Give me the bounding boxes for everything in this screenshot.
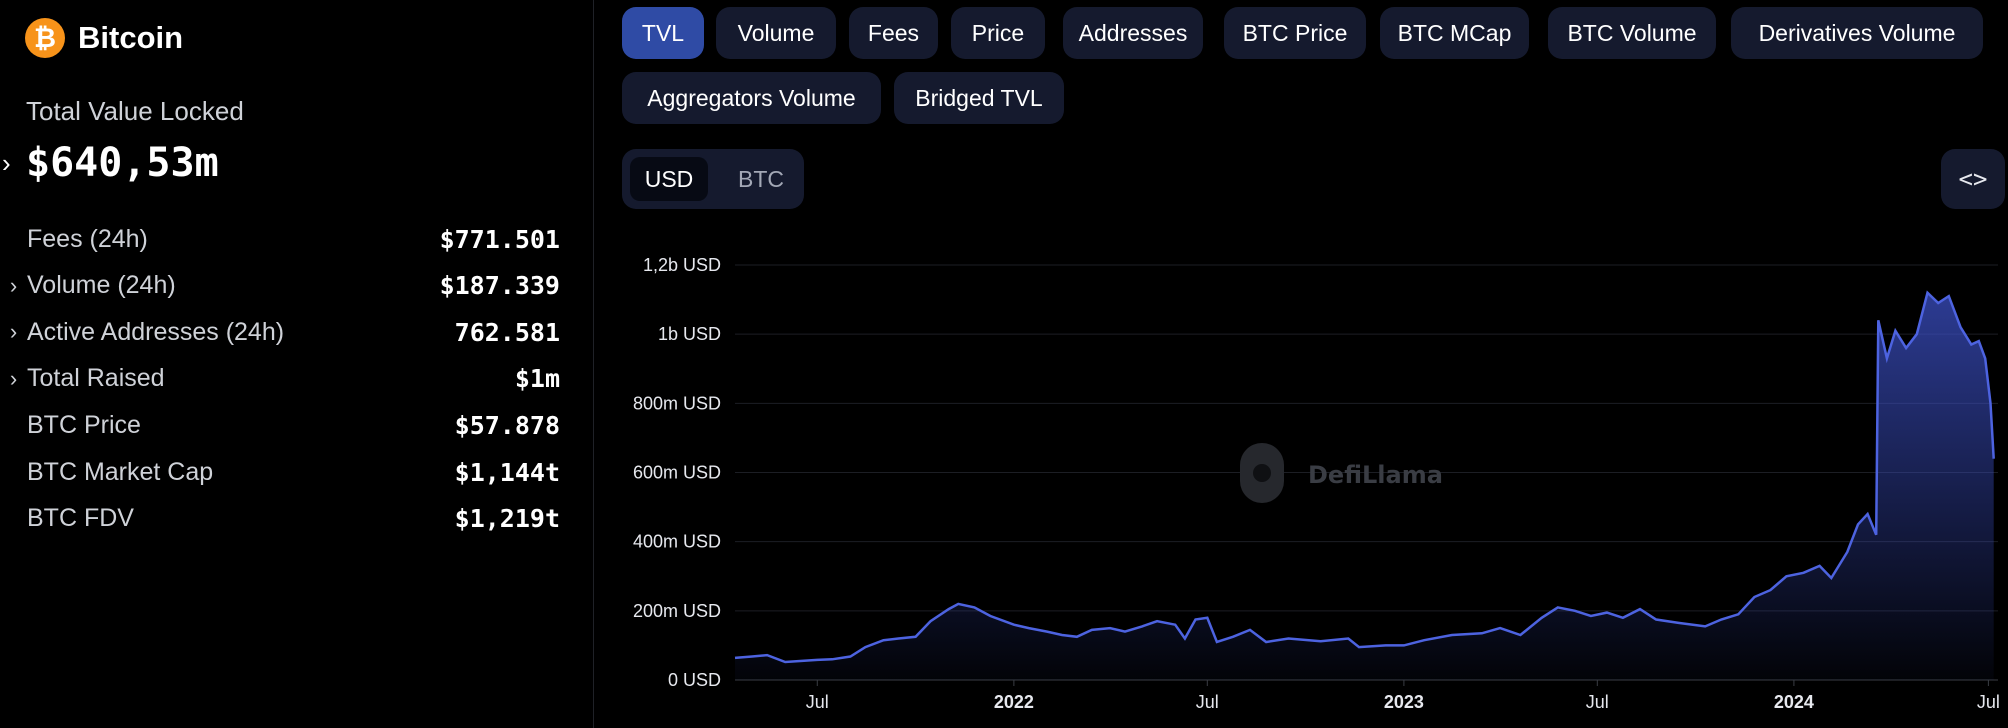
stat-row-volume-24h[interactable]: › Volume (24h) $187.339 bbox=[0, 266, 560, 306]
watermark-text: DefiLlama bbox=[1308, 461, 1443, 489]
tab-fees[interactable]: Fees bbox=[849, 7, 938, 59]
stat-value: $1,219t bbox=[454, 504, 560, 534]
stat-value: $1,144t bbox=[454, 457, 560, 487]
stat-value: 762.581 bbox=[454, 317, 560, 347]
tab-derivatives-volume[interactable]: Derivatives Volume bbox=[1731, 7, 1983, 59]
y-tick-label: 800m USD bbox=[633, 393, 721, 413]
currency-toggle: USD BTC bbox=[622, 149, 804, 209]
defillama-logo-eye bbox=[1253, 464, 1271, 482]
bitcoin-logo-icon: ₿ bbox=[25, 18, 65, 58]
x-tick-label: Jul bbox=[1586, 692, 1609, 712]
code-icon: <> bbox=[1958, 165, 1988, 193]
embed-code-button[interactable]: <> bbox=[1941, 149, 2005, 209]
expand-chevron-icon[interactable]: › bbox=[9, 319, 18, 345]
tvl-value: $640,53m bbox=[26, 140, 219, 186]
stat-row-btc-price: BTC Price $57.878 bbox=[0, 405, 560, 445]
y-tick-label: 1,2b USD bbox=[643, 255, 721, 275]
stat-value: $771.501 bbox=[439, 224, 560, 254]
x-axis: Jul 2022 Jul 2023 Jul 2024 Jul bbox=[806, 680, 2000, 712]
x-tick-label: Jul bbox=[806, 692, 829, 712]
tab-btc-price[interactable]: BTC Price bbox=[1224, 7, 1366, 59]
x-tick-label: 2024 bbox=[1774, 692, 1814, 712]
currency-option-usd[interactable]: USD bbox=[630, 157, 708, 201]
y-tick-label: 0 USD bbox=[668, 670, 721, 690]
x-tick-label: 2023 bbox=[1384, 692, 1424, 712]
tab-addresses[interactable]: Addresses bbox=[1063, 7, 1203, 59]
stat-label: Total Raised bbox=[27, 364, 165, 393]
stat-value: $187.339 bbox=[439, 271, 560, 301]
tvl-chart: 0 USD 200m USD 400m USD 600m USD 800m USD 1b … bbox=[633, 255, 2000, 712]
y-tick-label: 400m USD bbox=[633, 532, 721, 552]
expand-chevron-icon[interactable]: › bbox=[9, 365, 18, 391]
stat-label: Volume (24h) bbox=[27, 271, 176, 300]
tab-btc-mcap[interactable]: BTC MCap bbox=[1380, 7, 1529, 59]
chain-name: Bitcoin bbox=[78, 20, 184, 55]
stat-label: BTC FDV bbox=[27, 504, 134, 533]
stat-value: $1m bbox=[514, 364, 560, 394]
tab-btc-volume[interactable]: BTC Volume bbox=[1548, 7, 1716, 59]
tvl-label: Total Value Locked bbox=[26, 96, 244, 126]
y-tick-label: 600m USD bbox=[633, 463, 721, 483]
stat-row-fees-24h: Fees (24h) $771.501 bbox=[0, 219, 560, 259]
currency-option-btc[interactable]: BTC bbox=[738, 165, 784, 192]
chain-brand: ₿ Bitcoin bbox=[25, 18, 183, 58]
chain-overview-sidebar: ₿ Bitcoin Total Value Locked › $640,53m … bbox=[0, 0, 594, 728]
tab-tvl[interactable]: TVL bbox=[622, 7, 704, 59]
stat-row-btc-market-cap: BTC Market Cap $1,144t bbox=[0, 452, 560, 492]
y-tick-label: 200m USD bbox=[633, 601, 721, 621]
tvl-series-area bbox=[735, 292, 1994, 680]
y-tick-label: 1b USD bbox=[658, 324, 721, 344]
x-tick-label: 2022 bbox=[994, 692, 1034, 712]
stat-label: Active Addresses (24h) bbox=[27, 317, 285, 346]
tab-bridged-tvl[interactable]: Bridged TVL bbox=[894, 72, 1064, 124]
stat-value: $57.878 bbox=[454, 410, 560, 440]
stat-row-btc-fdv: BTC FDV $1,219t bbox=[0, 499, 560, 539]
tvl-expand-chevron-icon[interactable]: › bbox=[2, 148, 11, 178]
x-tick-label: Jul bbox=[1977, 692, 2000, 712]
stat-label: BTC Price bbox=[27, 410, 141, 439]
defillama-watermark: DefiLlama bbox=[1240, 443, 1443, 503]
stat-row-total-raised[interactable]: › Total Raised $1m bbox=[0, 359, 560, 399]
tab-volume[interactable]: Volume bbox=[716, 7, 836, 59]
tab-price[interactable]: Price bbox=[951, 7, 1045, 59]
stat-row-active-addresses-24h[interactable]: › Active Addresses (24h) 762.581 bbox=[0, 312, 560, 352]
stat-label: BTC Market Cap bbox=[27, 457, 214, 486]
y-axis: 0 USD 200m USD 400m USD 600m USD 800m USD 1b … bbox=[633, 255, 721, 690]
tab-aggregators-volume[interactable]: Aggregators Volume bbox=[622, 72, 881, 124]
x-tick-label: Jul bbox=[1196, 692, 1219, 712]
tvl-series-line bbox=[734, 290, 1995, 664]
expand-chevron-icon[interactable]: › bbox=[9, 272, 18, 298]
stat-label: Fees (24h) bbox=[27, 224, 148, 253]
